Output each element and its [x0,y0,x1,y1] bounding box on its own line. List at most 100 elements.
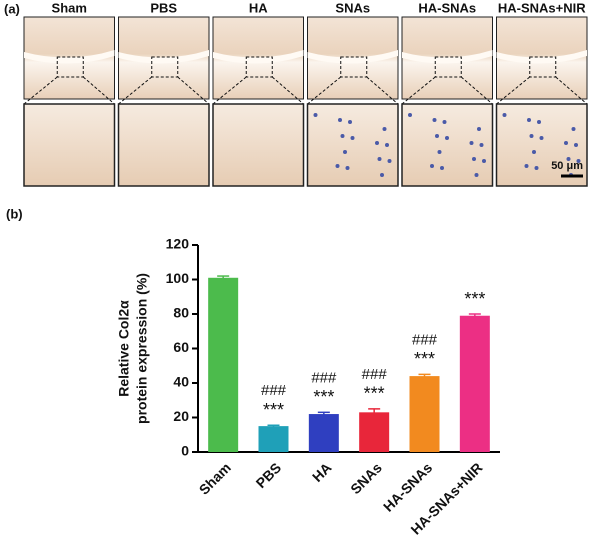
y-tick-label: 0 [181,443,189,459]
zoom-line [460,76,493,105]
y-tick-label: 60 [173,339,189,355]
cell [335,164,340,168]
cell [437,150,442,154]
panel-label: (a) [4,1,20,16]
joint-space [24,50,115,64]
bar-chart: 0 20 40 60 80 100 120 Relative Col2α protein exp… [116,236,500,538]
cell [345,166,350,170]
cell [529,134,534,138]
bar [459,315,490,452]
group-label: PBS [150,0,177,15]
joint-space [496,50,587,64]
zoom-line [401,76,436,105]
cell [469,141,474,145]
zoom-line [271,76,304,105]
bar [359,412,390,452]
zoom-line [555,76,588,105]
y-axis-label: protein expression (%) [134,273,150,424]
cell [571,127,576,131]
significance-stars: *** [464,289,485,309]
cell [576,159,581,163]
y-tick-label: 80 [173,305,189,321]
x-tick-label: Sham [196,459,234,497]
cell [566,157,571,161]
joint-space [118,50,209,64]
y-tick-label: 20 [173,408,189,424]
y-axis-label: Relative Col2α [116,300,132,397]
cell [375,141,379,145]
zoom-box [529,56,557,78]
zoom-box [151,56,179,78]
significance-hashes: ### [311,369,337,386]
zoom-line [118,76,153,105]
cell [382,127,387,131]
cell [477,127,481,131]
zoom-box [434,56,462,78]
cell [340,134,345,138]
cell [539,136,544,140]
y-tick-label: 100 [166,270,190,286]
y-tick-label: 120 [166,236,190,252]
cell [430,164,434,168]
cell [338,118,342,122]
cell [348,120,352,124]
zoom-box [245,56,273,78]
cell [432,118,437,122]
zoom-line [307,76,342,105]
joint-space [402,50,493,64]
zoom-line [23,76,58,105]
significance-hashes: ### [412,331,438,348]
x-tick-label: SNAs [347,459,385,497]
y-tick-label: 40 [173,374,189,390]
significance-stars: *** [263,400,284,420]
histology-zoom [306,103,399,187]
scale-bar-label: 50 μm [551,160,583,172]
bar [308,414,339,452]
group-label: HA [249,0,268,15]
histology-zoom [212,103,305,187]
cell [482,159,486,163]
cell [387,159,392,163]
cell [380,173,384,177]
cell [377,157,382,161]
x-tick-label: HA [309,459,335,485]
cell [385,143,389,147]
joint-space [307,50,398,64]
zoom-line [496,76,531,105]
bar [208,277,239,452]
zoom-box [56,56,84,78]
zoom-line [366,76,399,105]
significance-hashes: ### [362,366,388,383]
histology-grid: Sham PBS HA SNAs HA-SNAs HA-SNAs+NIR 50 μm [23,0,588,187]
group-label: HA-SNAs+NIR [498,0,586,15]
cell [564,141,568,145]
cell [472,157,476,161]
zoom-box [340,56,368,78]
group-label: Sham [52,0,87,15]
cell [408,113,412,117]
cell [445,136,449,140]
bar [258,426,289,452]
cell [502,113,507,117]
zoom-line [177,76,210,105]
histology-zoom [401,103,494,187]
cell [534,166,539,170]
zoom-line [82,76,115,105]
significance-stars: *** [313,387,334,407]
x-tick-label: PBS [253,459,285,491]
zoom-line [212,76,247,105]
histology-zoom [117,103,210,187]
cell [442,120,447,124]
joint-space [213,50,304,64]
cell [532,150,536,154]
bar [409,376,440,452]
cell [435,134,439,138]
cell [350,136,355,140]
histology-zoom [495,103,588,187]
group-label: HA-SNAs [418,0,476,15]
cell [537,120,541,124]
significance-stars: *** [364,384,385,404]
panel-label: (b) [6,206,23,221]
histology-zoom [23,103,116,187]
